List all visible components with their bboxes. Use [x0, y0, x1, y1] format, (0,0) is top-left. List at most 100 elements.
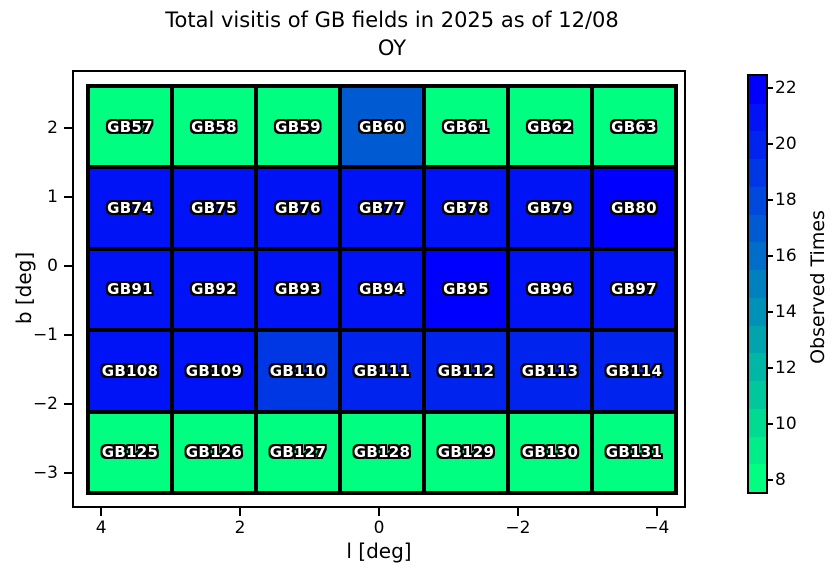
colorbar-band-17 [749, 214, 766, 243]
field-cell-gb58: GB58 [172, 86, 256, 168]
field-cell-gb94: GB94 [340, 248, 424, 331]
y-tick-label: −2 [32, 393, 58, 414]
colorbar-tick-label: 12 [775, 358, 797, 378]
colorbar-label: Observed Times [807, 210, 829, 364]
y-tick-mark [64, 126, 72, 129]
field-label: GB96 [527, 280, 573, 299]
colorbar-tick-mark [768, 87, 773, 89]
colorbar-tick-label: 18 [775, 190, 797, 210]
field-cell-gb128: GB128 [340, 411, 424, 493]
colorbar-tick-mark [768, 479, 773, 481]
field-label: GB97 [611, 280, 657, 299]
x-tick-label: 0 [373, 518, 385, 538]
colorbar-tick-mark [768, 311, 773, 313]
x-tick-mark [378, 508, 380, 516]
colorbar-tick-label: 10 [775, 414, 797, 434]
x-tick-label: −4 [644, 518, 670, 538]
field-cell-gb96: GB96 [508, 248, 592, 331]
y-tick-mark [64, 402, 72, 405]
chart-title: Total visitis of GB fields in 2025 as of… [0, 6, 784, 62]
field-cell-gb75: GB75 [172, 167, 256, 249]
x-tick-label: −2 [505, 518, 531, 538]
colorbar-band-9 [749, 436, 766, 465]
field-label: GB63 [611, 117, 657, 136]
field-cell-gb97: GB97 [592, 248, 676, 331]
field-label: GB77 [359, 199, 405, 218]
field-cell-gb113: GB113 [508, 330, 592, 412]
colorbar-band-15 [749, 270, 766, 298]
plot-area: GB57 GB58 GB59 GB60 GB61 GB62 GB63 GB74 GB75 GB76… [72, 70, 686, 508]
x-tick-mark [655, 508, 658, 516]
colorbar [747, 74, 768, 494]
y-tick-mark [64, 195, 72, 198]
x-tick-mark [239, 508, 242, 516]
field-cell-gb126: GB126 [172, 411, 256, 493]
field-label: GB95 [443, 280, 489, 299]
chart-title-line1: Total visitis of GB fields in 2025 as of… [165, 8, 619, 32]
field-label: GB114 [605, 361, 663, 380]
field-label: GB74 [107, 199, 153, 218]
field-label: GB130 [521, 443, 579, 462]
colorbar-tick-mark [768, 143, 773, 145]
field-label: GB76 [275, 199, 321, 218]
field-label: GB80 [611, 199, 657, 218]
y-tick-mark [64, 264, 72, 267]
colorbar-tick-label: 20 [775, 134, 797, 154]
heatmap-grid: GB57 GB58 GB59 GB60 GB61 GB62 GB63 GB74 GB75 GB76… [86, 84, 678, 495]
y-tick-label: −1 [32, 324, 58, 345]
field-label: GB79 [527, 199, 573, 218]
field-cell-gb108: GB108 [88, 330, 172, 412]
field-label: GB78 [443, 199, 489, 218]
colorbar-band-22 [749, 76, 766, 104]
colorbar-band-19 [749, 159, 766, 187]
field-cell-gb63: GB63 [592, 86, 676, 168]
colorbar-band-13 [749, 325, 766, 354]
x-tick-mark [100, 508, 103, 516]
x-tick-label: 4 [95, 518, 107, 538]
colorbar-tick-mark [768, 199, 773, 201]
field-label: GB126 [185, 443, 243, 462]
field-cell-gb111: GB111 [340, 330, 424, 412]
field-cell-gb62: GB62 [508, 86, 592, 168]
field-label: GB92 [191, 280, 237, 299]
field-label: GB59 [275, 117, 321, 136]
colorbar-band-18 [749, 186, 766, 215]
field-cell-gb59: GB59 [256, 86, 340, 168]
colorbar-band-8 [749, 464, 766, 493]
field-label: GB125 [101, 443, 159, 462]
field-cell-gb129: GB129 [424, 411, 508, 493]
field-label: GB129 [437, 443, 495, 462]
x-tick-label: 2 [234, 518, 246, 538]
field-cell-gb60: GB60 [340, 86, 424, 168]
y-tick-label: 1 [47, 186, 58, 207]
field-label: GB109 [185, 361, 243, 380]
field-label: GB108 [101, 361, 159, 380]
field-cell-gb79: GB79 [508, 167, 592, 249]
colorbar-tick-label: 14 [775, 302, 797, 322]
y-tick-mark [64, 333, 72, 336]
field-cell-gb109: GB109 [172, 330, 256, 412]
colorbar-band-11 [749, 381, 766, 409]
colorbar-band-12 [749, 353, 766, 382]
field-cell-gb127: GB127 [256, 411, 340, 493]
field-label: GB60 [359, 117, 405, 136]
field-cell-gb77: GB77 [340, 167, 424, 249]
field-cell-gb57: GB57 [88, 86, 172, 168]
colorbar-tick-label: 16 [775, 246, 797, 266]
x-axis-label: l [deg] [346, 539, 412, 563]
field-label: GB110 [269, 361, 327, 380]
field-cell-gb130: GB130 [508, 411, 592, 493]
colorbar-band-21 [749, 103, 766, 132]
field-label: GB61 [443, 117, 489, 136]
field-label: GB58 [191, 117, 237, 136]
y-tick-label: 0 [47, 255, 58, 276]
colorbar-band-14 [749, 297, 766, 326]
field-cell-gb95: GB95 [424, 248, 508, 331]
colorbar-tick-mark [768, 367, 773, 369]
y-tick-label: −3 [32, 462, 58, 483]
colorbar-band-20 [749, 131, 766, 160]
field-label: GB131 [605, 443, 663, 462]
field-label: GB75 [191, 199, 237, 218]
field-label: GB111 [353, 361, 411, 380]
